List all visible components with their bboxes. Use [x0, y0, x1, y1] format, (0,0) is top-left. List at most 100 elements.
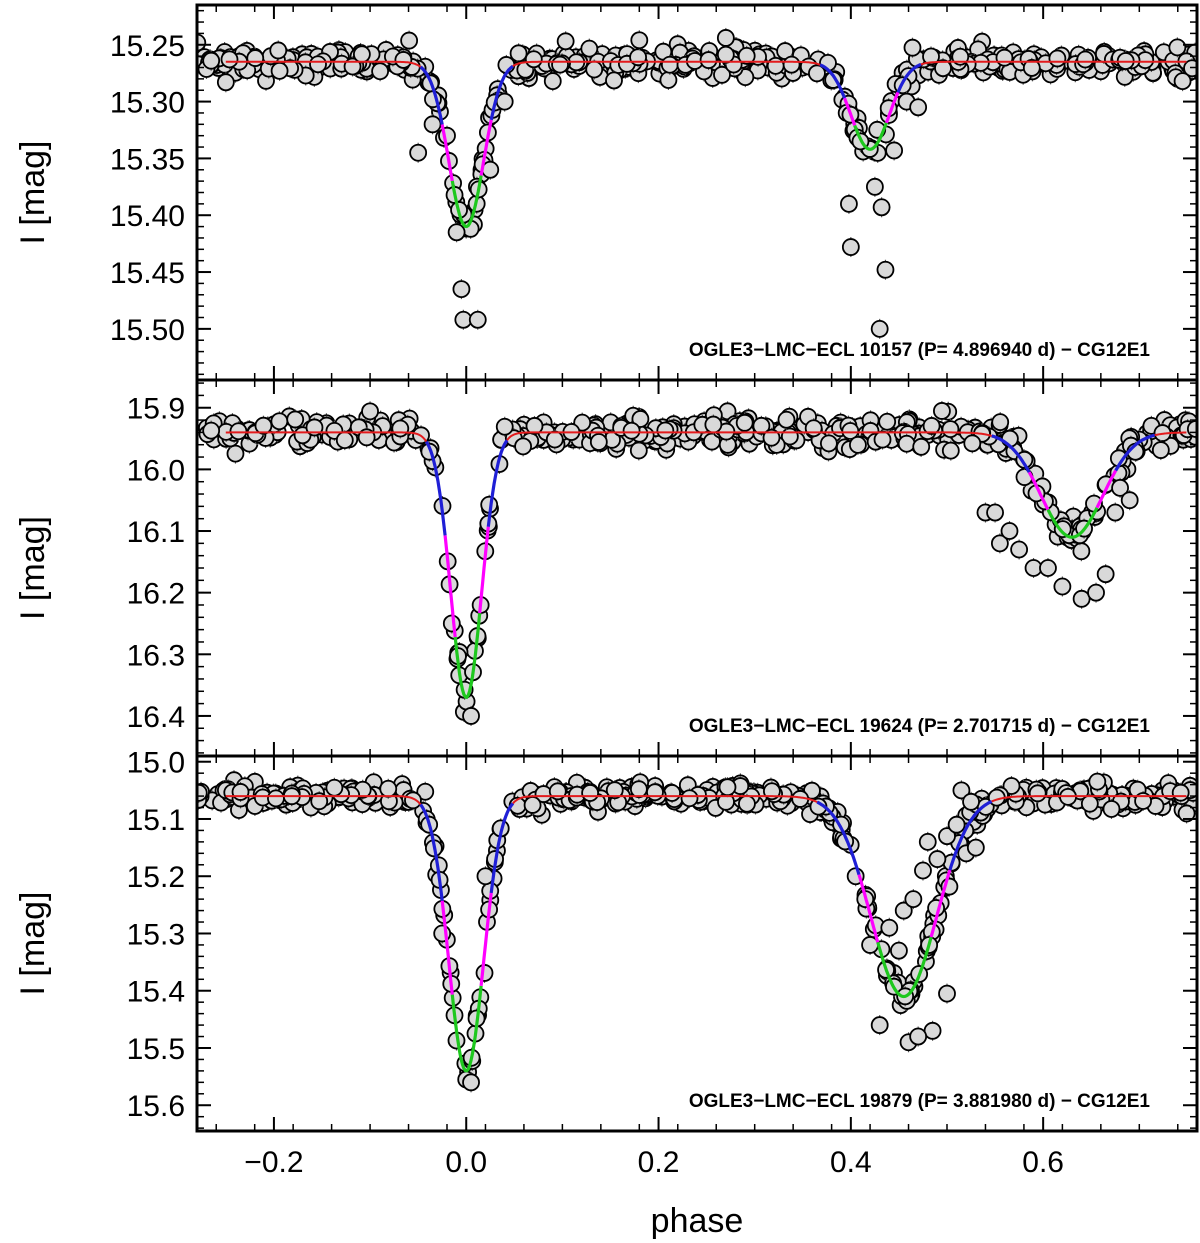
data-point — [1088, 585, 1104, 601]
data-point — [934, 403, 950, 419]
data-point — [497, 419, 513, 435]
data-point — [410, 145, 426, 161]
data-point — [915, 863, 931, 879]
data-point — [1153, 442, 1169, 458]
data-point — [657, 422, 673, 438]
data-point — [631, 781, 647, 797]
data-point — [891, 943, 907, 959]
data-point — [591, 434, 607, 450]
data-point — [272, 63, 288, 79]
panel-annotation: OGLE3−LMC−ECL 19879 (P= 3.881980 d) − CG… — [689, 1091, 1151, 1112]
data-point — [230, 423, 246, 439]
data-point — [943, 443, 959, 459]
data-point — [879, 414, 895, 430]
data-point — [271, 413, 287, 429]
data-point — [996, 50, 1012, 66]
plot-area — [190, 770, 1200, 1092]
data-point — [1169, 39, 1185, 55]
data-point — [233, 784, 249, 800]
data-point — [843, 239, 859, 255]
data-point — [606, 72, 622, 88]
data-point — [877, 262, 893, 278]
data-point — [558, 33, 574, 49]
data-point — [987, 505, 1003, 521]
data-point — [581, 41, 597, 57]
data-points — [190, 770, 1200, 1092]
y-tick-label: 15.6 — [127, 1090, 185, 1123]
data-point — [913, 439, 929, 455]
data-point — [968, 840, 984, 856]
panel-annotation: OGLE3−LMC−ECL 19624 (P= 2.701715 d) − CG… — [689, 716, 1151, 737]
y-tick-label: 15.3 — [127, 918, 185, 951]
data-point — [203, 53, 219, 69]
data-point — [326, 780, 342, 796]
data-point — [463, 1074, 479, 1090]
data-point — [270, 42, 286, 58]
data-point — [737, 415, 753, 431]
data-point — [1173, 785, 1189, 801]
data-point — [515, 438, 531, 454]
data-point — [372, 63, 388, 79]
y-tick-label: 15.30 — [110, 87, 185, 120]
panels-layer: 15.25 15.30 15.35 15.40 15.45 15.50 I [mag] OGL… — [14, 5, 1200, 1179]
y-tick-label: 16.2 — [127, 578, 185, 611]
panel-1: 15.25 15.30 15.35 15.40 15.45 15.50 I [mag] OGL… — [14, 5, 1200, 380]
data-point — [778, 412, 794, 428]
data-point — [525, 797, 541, 813]
y-tick-label: 15.35 — [110, 143, 185, 176]
data-point — [449, 224, 465, 240]
data-point — [920, 834, 936, 850]
data-point — [463, 708, 479, 724]
data-point — [439, 128, 455, 144]
data-point — [662, 57, 678, 73]
data-point — [1098, 566, 1114, 582]
data-point — [1040, 560, 1056, 576]
data-point — [647, 784, 663, 800]
model-curve — [226, 62, 1187, 227]
data-point — [929, 851, 945, 867]
data-points — [199, 401, 1200, 726]
data-point — [660, 72, 676, 88]
x-tick-label: −0.2 — [244, 1146, 303, 1179]
data-point — [511, 45, 527, 61]
data-point — [664, 785, 680, 801]
data-point — [992, 414, 1008, 430]
data-point — [497, 94, 513, 110]
panel-3: 15.015.115.215.315.415.515.6I [mag]OGLE3… — [14, 747, 1200, 1131]
data-point — [1107, 505, 1123, 521]
data-point — [268, 790, 284, 806]
data-point — [841, 196, 857, 212]
data-point — [1103, 801, 1119, 817]
y-tick-label: 15.2 — [127, 861, 185, 894]
data-point — [821, 435, 837, 451]
data-point — [886, 142, 902, 158]
data-point — [784, 57, 800, 73]
data-point — [1049, 50, 1065, 66]
data-point — [310, 56, 326, 72]
data-point — [392, 420, 408, 436]
data-point — [552, 57, 568, 73]
panel-2: 15.916.016.116.216.316.4I [mag]OGLE3−LMC… — [14, 380, 1200, 756]
data-point — [1175, 73, 1191, 89]
data-point — [218, 74, 234, 90]
data-point — [719, 779, 735, 795]
y-tick-label: 15.5 — [127, 1033, 185, 1066]
y-tick-label: 15.50 — [110, 314, 185, 347]
plot-area — [189, 28, 1200, 339]
data-point — [1030, 785, 1046, 801]
data-point — [221, 51, 237, 67]
data-point — [905, 891, 921, 907]
data-point — [631, 442, 647, 458]
data-point — [405, 792, 421, 808]
data-point — [850, 437, 866, 453]
data-point — [867, 179, 883, 195]
data-point — [380, 781, 396, 797]
data-point — [739, 796, 755, 812]
data-point — [203, 423, 219, 439]
data-point — [1002, 523, 1018, 539]
data-point — [875, 432, 891, 448]
data-point — [949, 817, 965, 833]
data-point — [526, 51, 542, 67]
light-curve-figure: 15.2515.3015.3515.4015.4515.50I [mag]OGL… — [0, 0, 1200, 1243]
data-point — [362, 403, 378, 419]
